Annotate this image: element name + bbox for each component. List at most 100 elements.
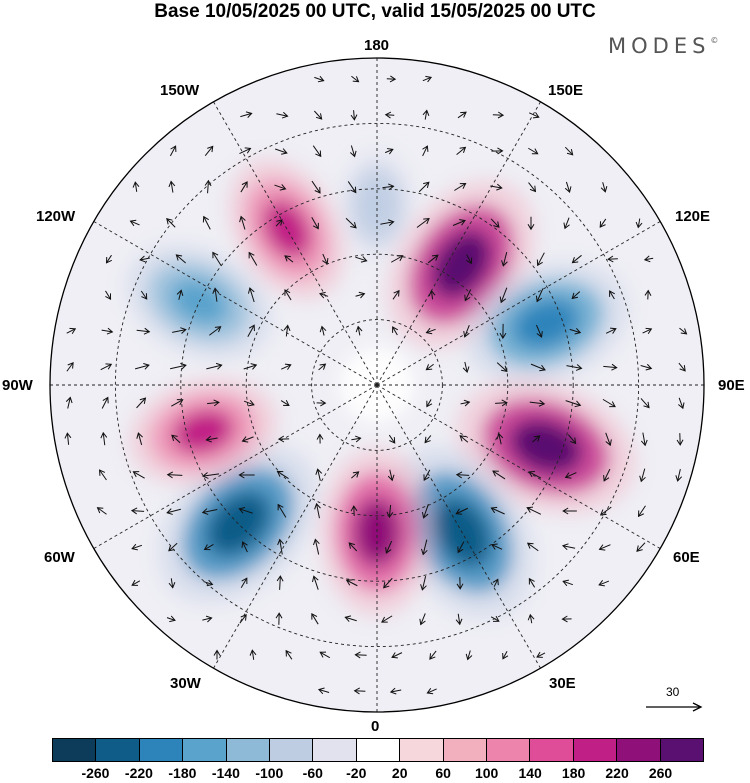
wind-arrow — [528, 577, 536, 588]
wind-arrow — [526, 542, 539, 552]
wind-arrow — [454, 182, 467, 191]
wind-arrow — [274, 184, 287, 191]
colorbar-tick-label: 220 — [605, 765, 629, 781]
wind-arrow — [350, 505, 358, 516]
wind-arrow — [347, 181, 357, 194]
wind-arrow — [205, 435, 218, 443]
wind-arrow — [316, 399, 327, 407]
wind-arrow — [492, 470, 506, 480]
wind-arrow — [319, 325, 327, 336]
wind-arrow — [212, 287, 220, 302]
wind-arrow — [675, 469, 683, 482]
wind-arrow — [564, 146, 574, 156]
wind-arrow — [168, 578, 176, 589]
colorbar-swatch — [443, 739, 488, 761]
wind-arrow — [637, 505, 646, 518]
wind-arrow — [202, 215, 211, 230]
colorbar-swatch — [660, 739, 704, 761]
wind-arrow — [247, 324, 255, 338]
label-0: 0 — [371, 718, 380, 735]
reference-vector-label: 30 — [666, 685, 680, 699]
wind-arrow — [496, 362, 508, 372]
wind-arrow — [274, 148, 288, 155]
logo-mark: © — [710, 36, 719, 45]
colorbar-tick-label: 140 — [518, 765, 542, 781]
wind-arrow — [502, 650, 509, 660]
wind-arrow — [204, 145, 214, 156]
colorbar-swatch — [356, 739, 401, 761]
wind-arrow — [491, 543, 503, 550]
wind-arrow — [678, 397, 685, 410]
colorbar-tick-label: -220 — [124, 765, 153, 781]
wind-arrow — [132, 181, 140, 192]
wind-arrow — [311, 217, 319, 230]
colorbar-tick-label: -60 — [302, 765, 323, 781]
colorbar-tick-label: 260 — [648, 765, 673, 781]
wind-arrow — [314, 75, 325, 83]
wind-arrow — [101, 327, 114, 335]
colorbar-swatch — [617, 739, 661, 761]
wind-arrow — [598, 544, 611, 551]
wind-arrow — [169, 145, 177, 157]
wind-arrow — [571, 291, 581, 300]
wind-arrow — [635, 218, 643, 229]
colorbar-swatch — [530, 739, 574, 761]
wind-arrow — [65, 396, 73, 409]
wind-arrow — [201, 508, 218, 515]
wind-arrow — [424, 435, 432, 444]
latitude-circle — [311, 319, 443, 451]
wind-arrow — [609, 290, 615, 300]
anomaly-patch — [173, 410, 234, 453]
wind-arrow — [349, 145, 357, 158]
wind-arrow — [426, 687, 437, 695]
wind-arrow — [276, 575, 284, 590]
wind-arrow — [284, 255, 294, 263]
wind-arrow — [316, 433, 324, 444]
wind-arrow — [466, 254, 473, 265]
wind-arrow — [96, 507, 107, 515]
meridian-line — [376, 384, 541, 669]
wind-arrow — [384, 111, 395, 119]
wind-arrow — [536, 651, 546, 658]
wind-arrow — [416, 217, 430, 228]
wind-arrow — [605, 327, 617, 334]
wind-arrow — [464, 289, 472, 302]
meridian-line — [93, 221, 378, 386]
wind-arrow — [499, 323, 507, 340]
wind-arrow — [243, 363, 258, 370]
label-150e: 150E — [548, 82, 584, 99]
wind-arrow — [561, 615, 572, 623]
anomaly-patch — [361, 181, 393, 229]
wind-arrow — [384, 148, 394, 155]
wind-arrow — [536, 252, 545, 267]
logo-text: MODES — [608, 34, 711, 58]
wind-arrow — [312, 575, 319, 590]
wind-arrow — [129, 219, 140, 227]
wind-arrow — [640, 363, 653, 371]
wind-arrow — [600, 182, 608, 193]
wind-arrow — [455, 471, 470, 479]
wind-arrow — [643, 255, 654, 263]
wind-arrow — [678, 362, 686, 372]
wind-arrow — [564, 472, 577, 479]
wind-arrow — [140, 290, 148, 300]
wind-arrow — [566, 364, 583, 371]
wind-arrow — [391, 652, 403, 659]
wind-arrow — [240, 111, 253, 118]
colorbar-swatch — [96, 739, 140, 761]
wind-arrow — [344, 615, 357, 622]
wind-arrow — [136, 432, 143, 446]
wind-arrow — [348, 542, 358, 552]
wind-arrow — [636, 542, 646, 552]
wind-arrow — [386, 75, 397, 83]
wind-arrow — [598, 580, 610, 587]
wind-arrow — [247, 287, 255, 303]
wind-arrow — [275, 612, 283, 625]
wind-arrow — [639, 468, 646, 483]
wind-arrow — [168, 180, 176, 193]
wind-arrow — [280, 400, 290, 406]
wind-arrow — [564, 181, 572, 194]
wind-arrow — [679, 327, 688, 335]
wind-arrow — [240, 577, 248, 589]
wind-arrow — [419, 613, 426, 626]
